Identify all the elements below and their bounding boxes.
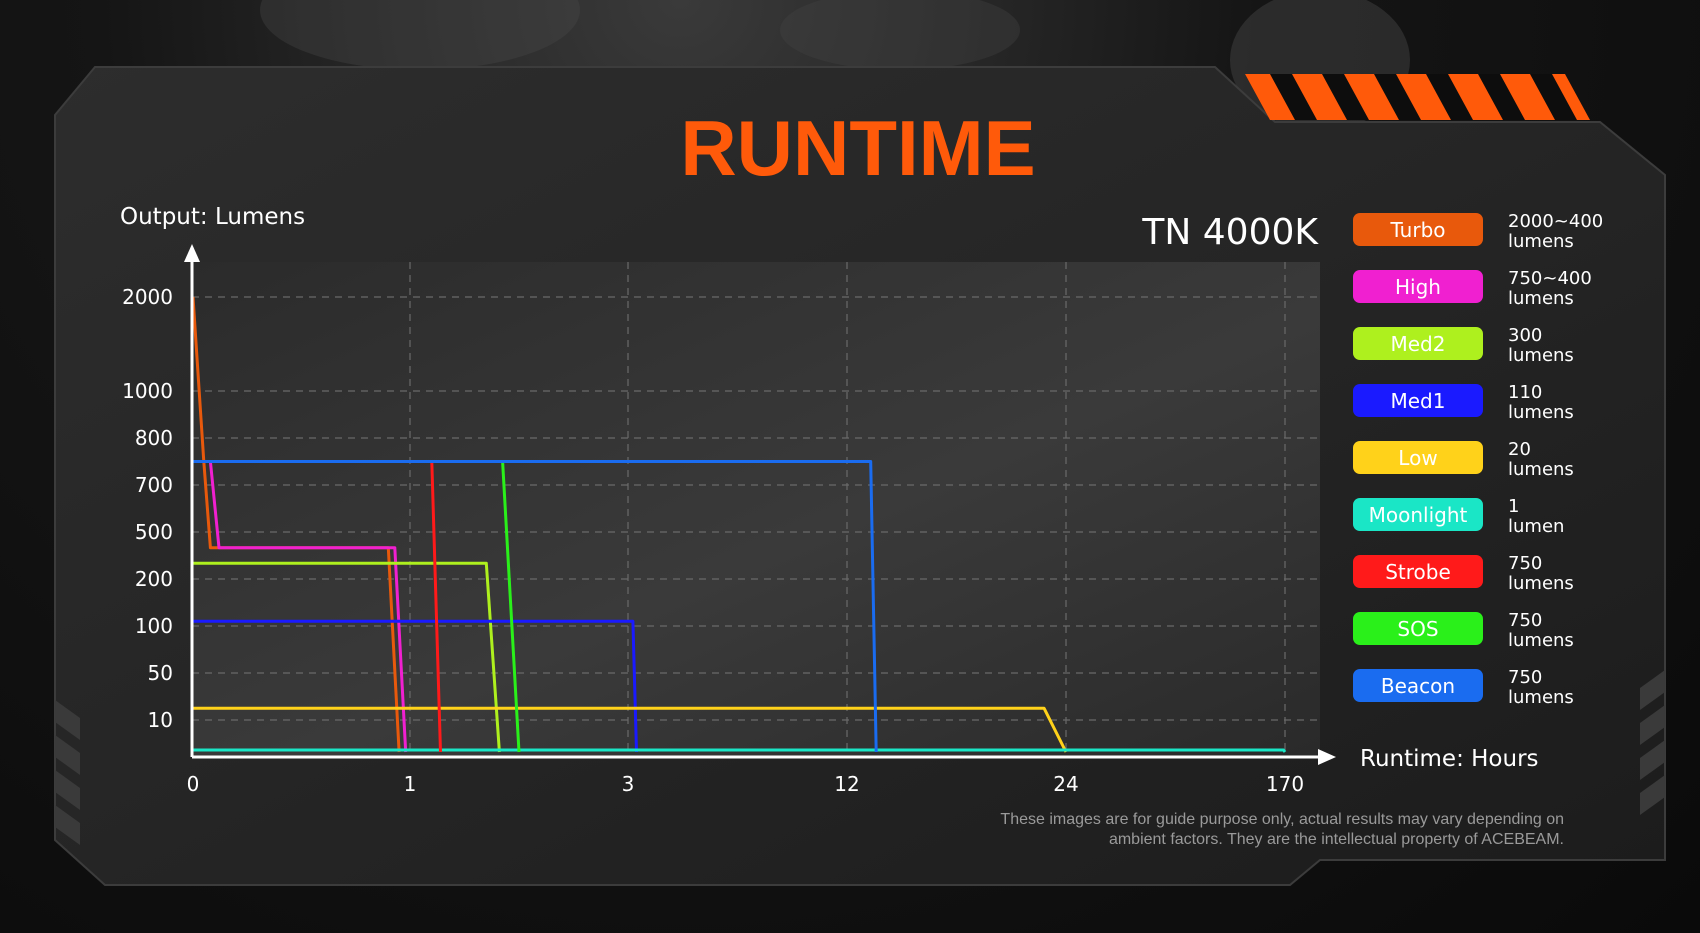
legend-label: Moonlight xyxy=(1369,503,1468,527)
series-line-med2 xyxy=(193,561,501,753)
legend-output-value: 1 xyxy=(1508,496,1519,517)
series-line-moonlight xyxy=(193,748,1287,753)
series-lines xyxy=(191,296,1287,753)
legend-output-unit: lumens xyxy=(1508,630,1574,651)
left-edge-notches xyxy=(55,700,80,845)
legend-swatch xyxy=(1353,384,1483,417)
y-tick-label: 100 xyxy=(135,614,173,638)
x-tick-label: 170 xyxy=(1266,772,1304,796)
hazard-stripe xyxy=(1500,74,1555,120)
x-tick-label: 0 xyxy=(187,772,200,796)
disclaimer-line-1: These images are for guide purpose only,… xyxy=(1000,811,1564,828)
legend-label: Beacon xyxy=(1381,674,1455,698)
model-name: TN 4000K xyxy=(1141,212,1319,253)
series-line-turbo xyxy=(191,296,401,753)
y-tick-label: 50 xyxy=(148,661,173,685)
hazard-stripe xyxy=(1344,74,1399,120)
hazard-stripes xyxy=(1245,74,1590,120)
x-tick-label: 1 xyxy=(404,772,417,796)
x-axis-arrow-icon xyxy=(1318,749,1336,765)
legend-swatch xyxy=(1353,441,1483,474)
legend-label: SOS xyxy=(1397,617,1438,641)
hazard-stripe xyxy=(1448,74,1503,120)
x-tick-label: 24 xyxy=(1053,772,1078,796)
y-axis-title: Output: Lumens xyxy=(120,204,305,230)
legend-output-value: 750~400 xyxy=(1508,268,1592,289)
legend-output-unit: lumens xyxy=(1508,687,1574,708)
legend-swatch xyxy=(1353,498,1483,531)
legend-output-unit: lumens xyxy=(1508,231,1574,252)
legend-label: Strobe xyxy=(1385,560,1451,584)
legend-output-unit: lumens xyxy=(1508,402,1574,423)
legend-swatch xyxy=(1353,327,1483,360)
plot-area xyxy=(192,262,1320,756)
legend-swatch xyxy=(1353,270,1483,303)
hazard-stripe xyxy=(1292,74,1347,120)
x-tick-label: 12 xyxy=(834,772,859,796)
hazard-stripe xyxy=(1245,74,1295,120)
legend-output-unit: lumens xyxy=(1508,573,1574,594)
legend-output-unit: lumens xyxy=(1508,288,1574,309)
y-tick-label: 500 xyxy=(135,520,173,544)
right-edge-notches xyxy=(1640,670,1665,815)
legend-label: Low xyxy=(1398,446,1437,470)
series-line-low xyxy=(193,706,1068,753)
legend-output-value: 110 xyxy=(1508,382,1542,403)
legend-swatch xyxy=(1353,612,1483,645)
x-tick-label: 3 xyxy=(622,772,635,796)
y-axis-arrow-icon xyxy=(184,244,200,262)
hazard-stripe xyxy=(1396,74,1451,120)
legend-output-value: 20 xyxy=(1508,439,1531,460)
legend-output-unit: lumens xyxy=(1508,459,1574,480)
y-tick-label: 200 xyxy=(135,567,173,591)
legend-swatch xyxy=(1353,669,1483,702)
legend-output-value: 2000~400 xyxy=(1508,211,1603,232)
legend-output-value: 750 xyxy=(1508,553,1542,574)
legend-output-unit: lumens xyxy=(1508,345,1574,366)
series-line-beacon xyxy=(193,460,878,753)
disclaimer-line-2: ambient factors. They are the intellectu… xyxy=(1109,831,1564,848)
legend-label: High xyxy=(1395,275,1441,299)
y-tick-label: 1000 xyxy=(122,379,173,403)
legend-label: Med2 xyxy=(1391,332,1446,356)
y-tick-label: 800 xyxy=(135,426,173,450)
legend-output-value: 750 xyxy=(1508,667,1542,688)
legend-swatch xyxy=(1353,213,1483,246)
y-tick-label: 2000 xyxy=(122,285,173,309)
axes xyxy=(184,244,1336,765)
page-title: RUNTIME xyxy=(680,104,1035,192)
legend-output-value: 300 xyxy=(1508,325,1542,346)
legend-swatch xyxy=(1353,555,1483,588)
legend-output-value: 750 xyxy=(1508,610,1542,631)
legend-label: Med1 xyxy=(1391,389,1446,413)
y-tick-label: 700 xyxy=(135,473,173,497)
x-axis-title: Runtime: Hours xyxy=(1360,746,1539,772)
legend-output-unit: lumen xyxy=(1508,516,1564,537)
legend-label: Turbo xyxy=(1389,218,1445,242)
y-tick-label: 10 xyxy=(148,708,173,732)
grid-lines xyxy=(192,262,1320,756)
